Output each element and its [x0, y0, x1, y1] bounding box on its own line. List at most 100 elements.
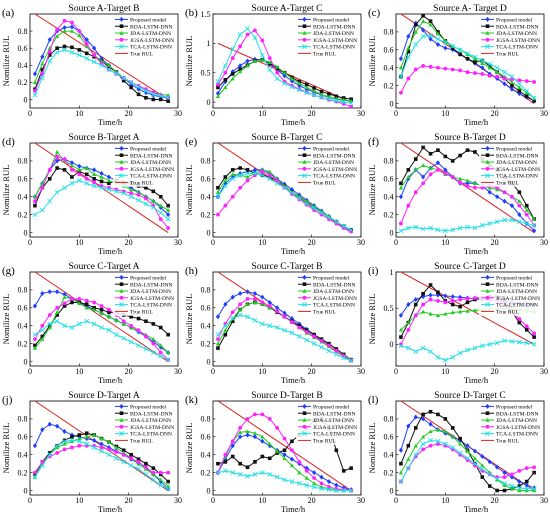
data-point-tca-lstm-dnn	[531, 486, 537, 492]
chart-svg-f: 0 10 20 30 0 0.2 0.4 0.6 0.8 Proposed modelBDA-LS…	[367, 133, 548, 256]
data-point-jgsa-lstm-dnn	[421, 181, 426, 186]
data-point-jda-lstm-dnn	[69, 28, 75, 33]
data-point-bda-lstm-dnn	[158, 194, 163, 199]
data-point-tca-lstm-dnn	[296, 480, 302, 486]
x-tick-label: 0	[394, 496, 398, 505]
data-point-tca-lstm-dnn	[502, 338, 507, 344]
data-point-jda-lstm-dnn	[77, 167, 82, 172]
legend-marker-jgsa-lstm-dnn	[302, 166, 307, 171]
chart-svg-a: 0 10 20 30 0 0.2 0.4 0.6 0.8 Proposed modelBDA-LS…	[1, 4, 182, 127]
data-point-tca-lstm-dnn	[348, 358, 354, 364]
legend-label-true-rul: True RUL	[130, 181, 154, 187]
data-point-bda-lstm-dnn	[238, 461, 242, 466]
data-point-jda-lstm-dnn	[215, 190, 221, 194]
data-point-bda-lstm-dnn	[495, 488, 499, 493]
data-point-tca-lstm-dnn	[69, 325, 75, 330]
data-point-tca-lstm-dnn	[319, 95, 324, 100]
legend-marker-bda-lstm-dnn	[119, 411, 124, 415]
data-point-tca-lstm-dnn	[494, 340, 500, 346]
data-point-proposed-model	[238, 63, 243, 69]
data-point-tca-lstm-dnn	[341, 99, 347, 105]
data-point-bda-lstm-dnn	[428, 151, 433, 156]
data-point-jda-lstm-dnn	[398, 470, 404, 475]
data-point-bda-lstm-dnn	[230, 319, 235, 324]
data-point-jda-lstm-dnn	[450, 310, 455, 315]
data-point-tca-lstm-dnn	[326, 348, 332, 354]
data-point-tca-lstm-dnn	[405, 345, 411, 351]
data-point-bda-lstm-dnn	[107, 181, 111, 186]
data-point-jgsa-lstm-dnn	[465, 296, 470, 301]
data-point-tca-lstm-dnn	[121, 459, 127, 465]
data-point-jda-lstm-dnn	[166, 93, 171, 97]
data-point-jgsa-lstm-dnn	[47, 49, 52, 54]
data-point-tca-lstm-dnn	[457, 47, 463, 53]
data-point-bda-lstm-dnn	[532, 99, 536, 103]
legend-label-jgsa-lstm-dnn: JGSA-LSTM-DNN	[313, 38, 357, 44]
data-point-bda-lstm-dnn	[253, 460, 257, 464]
data-point-jda-lstm-dnn	[62, 28, 67, 33]
x-tick-label: 10	[258, 109, 266, 118]
y-tick-label: 0.8	[384, 157, 394, 166]
data-point-tca-lstm-dnn	[398, 479, 404, 484]
data-point-proposed-model	[282, 310, 287, 316]
data-point-jda-lstm-dnn	[114, 318, 119, 323]
data-point-tca-lstm-dnn	[136, 197, 141, 203]
data-point-jgsa-lstm-dnn	[144, 196, 148, 201]
data-point-jda-lstm-dnn	[84, 434, 89, 439]
data-point-jda-lstm-dnn	[517, 85, 522, 90]
data-point-jgsa-lstm-dnn	[62, 18, 67, 23]
data-point-tca-lstm-dnn	[252, 171, 258, 176]
data-point-jda-lstm-dnn	[480, 463, 485, 468]
data-point-jgsa-lstm-dnn	[312, 334, 317, 339]
data-point-tca-lstm-dnn	[267, 471, 273, 477]
data-point-jda-lstm-dnn	[92, 432, 97, 437]
data-point-jgsa-lstm-dnn	[319, 481, 324, 486]
data-point-bda-lstm-dnn	[517, 320, 522, 325]
data-point-jda-lstm-dnn	[215, 94, 221, 98]
data-point-jgsa-lstm-dnn	[114, 450, 119, 454]
data-point-tca-lstm-dnn	[165, 216, 171, 222]
data-point-jgsa-lstm-dnn	[99, 304, 104, 308]
data-point-jda-lstm-dnn	[69, 163, 75, 168]
chart-title: Source B-Target A	[69, 133, 140, 143]
data-point-bda-lstm-dnn	[230, 454, 235, 459]
data-point-bda-lstm-dnn	[84, 51, 89, 56]
data-point-tca-lstm-dnn	[121, 335, 127, 341]
data-point-tca-lstm-dnn	[435, 227, 441, 233]
data-point-bda-lstm-dnn	[151, 322, 156, 326]
data-point-jgsa-lstm-dnn	[55, 305, 60, 310]
data-point-bda-lstm-dnn	[107, 65, 111, 69]
panel-label: (k)	[185, 394, 198, 406]
data-point-tca-lstm-dnn	[39, 75, 45, 81]
data-point-jgsa-lstm-dnn	[436, 442, 440, 446]
legend-marker-tca-lstm-dnn	[302, 173, 307, 179]
data-point-jgsa-lstm-dnn	[428, 297, 433, 302]
y-tick-label: 0.8	[201, 157, 211, 166]
data-point-jgsa-lstm-dnn	[502, 76, 507, 81]
data-point-bda-lstm-dnn	[502, 488, 507, 493]
chart-panel-i: 0 10 20 30 0 0.5 1 Proposed model BDA-LSTM-DNN JD…	[366, 258, 549, 387]
legend-label-tca-lstm-dnn: TCA-LSTM-DNN	[130, 174, 172, 180]
y-tick-label: 0.4	[18, 193, 28, 202]
data-point-tca-lstm-dnn	[222, 63, 228, 69]
legend-box	[296, 15, 360, 58]
data-point-bda-lstm-dnn	[399, 335, 403, 339]
chart-panel-h: 0 10 20 30 0 0.2 0.4 0.6 0.8 Proposed model BDA-LS…	[183, 258, 366, 387]
legend-marker-jda-lstm-dnn	[485, 417, 490, 422]
data-point-tca-lstm-dnn	[405, 54, 411, 60]
data-point-tca-lstm-dnn	[516, 485, 522, 491]
data-point-tca-lstm-dnn	[502, 480, 507, 486]
data-point-jgsa-lstm-dnn	[275, 178, 280, 183]
data-point-jda-lstm-dnn	[398, 65, 404, 70]
data-point-tca-lstm-dnn	[136, 466, 141, 472]
data-point-tca-lstm-dnn	[245, 26, 250, 32]
data-point-jgsa-lstm-dnn	[428, 64, 433, 69]
data-point-jda-lstm-dnn	[502, 483, 507, 487]
data-point-jgsa-lstm-dnn	[47, 167, 52, 172]
data-point-jda-lstm-dnn	[55, 310, 60, 314]
data-point-jgsa-lstm-dnn	[275, 309, 280, 314]
data-point-jgsa-lstm-dnn	[473, 71, 477, 75]
x-tick-label: 20	[125, 238, 133, 247]
series-group	[32, 401, 171, 492]
data-point-jda-lstm-dnn	[252, 431, 258, 435]
